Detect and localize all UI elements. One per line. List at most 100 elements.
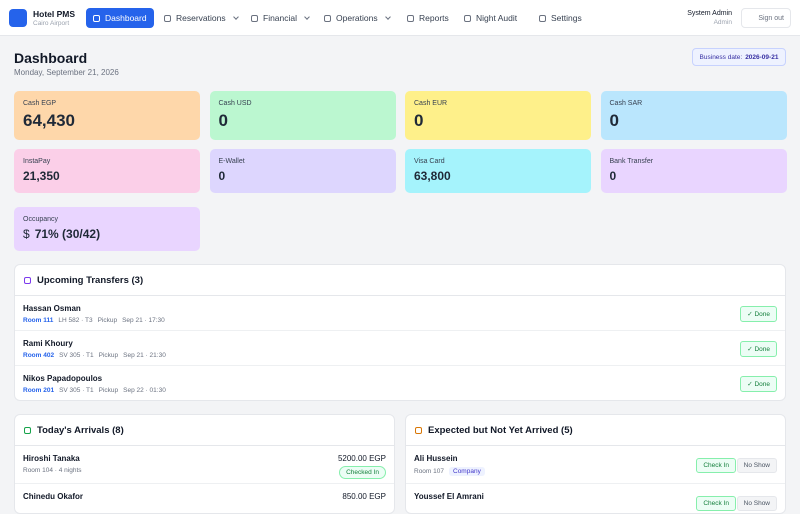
transfer-info: Room 402 SV 305 · T1 Pickup Sep 21 · 21:30 — [23, 352, 166, 359]
card-value: 64,430 — [23, 111, 191, 131]
card-label: Cash EUR — [414, 100, 448, 107]
nav-item[interactable]: Reports — [400, 8, 456, 28]
card-icon: $ — [23, 227, 30, 241]
room: Room 107 — [414, 468, 444, 475]
icon — [324, 14, 331, 22]
card-value-text: 0 — [218, 169, 226, 183]
card-value-text: 0 — [609, 111, 619, 130]
stat-card: Occupancy $71% (30/42) — [14, 207, 200, 251]
card-value-text: 21,350 — [23, 169, 60, 183]
card-value-text: 0 — [414, 111, 424, 130]
icon — [164, 14, 171, 22]
checkin-button[interactable]: Check In — [696, 458, 736, 473]
chevron — [304, 13, 310, 20]
title-text: Expected but Not Yet Arrived (5) — [428, 424, 573, 436]
done-button[interactable]: ✓ Done — [740, 376, 777, 392]
guest-name: Rami Khoury — [23, 339, 73, 348]
room: Room 402 — [23, 352, 55, 359]
nav-item[interactable]: Settings — [532, 8, 589, 28]
nav-label: Financial — [263, 13, 298, 23]
icon — [24, 426, 31, 434]
stat-card: E-Wallet 0 — [209, 149, 396, 193]
business-value: 2026-09-21 — [745, 53, 779, 61]
icon — [407, 14, 414, 22]
expected-detail: Room 107 Company — [414, 467, 485, 476]
nav-item[interactable]: Operations — [317, 8, 397, 28]
transfer-row: Nikos Papadopoulos Room 201 SV 305 · T1 Pic… — [15, 366, 785, 400]
nav-label: Operations — [336, 13, 378, 23]
amount: 850.00 EGP — [342, 492, 386, 501]
nav-item[interactable]: Dashboard — [86, 8, 154, 28]
nav-item[interactable]: Night Audit — [457, 8, 524, 28]
noshow-button[interactable]: No Show — [736, 496, 777, 511]
nav-item[interactable]: Financial — [244, 8, 316, 28]
card-value: 0 — [219, 169, 387, 183]
arrival-row: Hiroshi Tanaka Room 104 · 4 nights 5200.00… — [15, 446, 394, 484]
stat-card: Visa Card 63,800 — [405, 149, 591, 193]
guest-name: Chinedu Okafor — [23, 492, 84, 501]
arrival-detail: Room 104 · 4 nights — [23, 467, 82, 474]
kind: Pickup — [98, 387, 119, 394]
time: Sep 21 · 21:30 — [123, 352, 166, 359]
transfer-row: Rami Khoury Room 402 SV 305 · T1 Pickup Sep … — [15, 331, 785, 366]
done-button[interactable]: ✓ Done — [740, 341, 777, 357]
card-value: $71% (30/42) — [23, 227, 191, 241]
arrivals-panel: Today's Arrivals (8) Hiroshi Tanaka Room 1… — [14, 414, 395, 514]
tag: Company — [449, 467, 485, 476]
panel-title: Today's Arrivals (8) — [15, 415, 394, 446]
title-text: Upcoming Transfers (3) — [37, 274, 144, 286]
navbar: Hotel PMS Cairo Airport System Admin Adm… — [0, 0, 800, 36]
card-value-text: 64,430 — [23, 111, 75, 130]
checkin-button[interactable]: Check In — [696, 496, 736, 511]
card-label: E-Wallet — [218, 158, 245, 165]
transfer-info: Room 111 LH 582 · T3 Pickup Sep 21 · 17:30 — [23, 317, 165, 324]
transfers-panel: Upcoming Transfers (3) Hassan Osman Room 1… — [14, 264, 786, 401]
nav-label: Reports — [419, 13, 449, 23]
done-button[interactable]: ✓ Done — [740, 306, 777, 322]
flight: SV 305 · T1 — [59, 387, 94, 394]
card-value: 63,800 — [414, 169, 582, 183]
status-badge: Checked In — [339, 466, 386, 479]
page-date: Monday, September 21, 2026 — [14, 68, 119, 77]
nav-label: Dashboard — [105, 13, 147, 23]
stat-card: InstaPay 21,350 — [14, 149, 200, 193]
card-value: 0 — [610, 111, 778, 131]
business-date: Business date: 2026-09-21 — [692, 48, 786, 66]
chevron — [232, 13, 239, 20]
panel-title: Upcoming Transfers (3) — [15, 265, 785, 296]
guest-name: Hiroshi Tanaka — [23, 454, 80, 463]
card-value-text: 0 — [218, 111, 228, 130]
icon — [464, 14, 471, 22]
expected-panel: Expected but Not Yet Arrived (5) Ali Huss… — [405, 414, 786, 514]
kind: Pickup — [97, 317, 118, 324]
amount: 5200.00 EGP — [337, 454, 386, 463]
stat-card: Cash SAR 0 — [600, 91, 787, 140]
guest-name: Youssef El Amrani — [414, 492, 484, 501]
brand-sub: Cairo Airport — [33, 20, 70, 27]
expected-row: Ali Hussein Room 107 Company Check In No Sho… — [406, 446, 785, 484]
user: System Admin — [687, 10, 732, 17]
card-value-text: 0 — [609, 169, 617, 183]
guest-name: Hassan Osman — [23, 304, 81, 313]
brand: Hotel PMS — [33, 9, 76, 19]
room: Room 201 — [23, 387, 55, 394]
card-value: 0 — [414, 111, 582, 131]
page-title: Dashboard — [14, 50, 88, 66]
flight: LH 582 · T3 — [58, 317, 93, 324]
noshow-button[interactable]: No Show — [736, 458, 777, 473]
expected-row: Youssef El Amrani Check In No Show — [406, 484, 785, 513]
card-label: Cash SAR — [609, 100, 643, 107]
icon — [93, 14, 100, 22]
card-value: 21,350 — [23, 169, 191, 183]
icon — [539, 14, 546, 22]
guest-name: Ali Hussein — [414, 454, 458, 463]
stat-card: Bank Transfer 0 — [600, 149, 787, 193]
signout-button[interactable]: Sign out — [741, 8, 791, 28]
logo — [9, 9, 27, 27]
nav-item[interactable]: Reservations — [157, 8, 245, 28]
stat-card: Cash USD 0 — [209, 91, 396, 140]
flight: SV 305 · T1 — [59, 352, 94, 359]
card-value: 0 — [610, 169, 778, 183]
icon — [415, 426, 422, 434]
